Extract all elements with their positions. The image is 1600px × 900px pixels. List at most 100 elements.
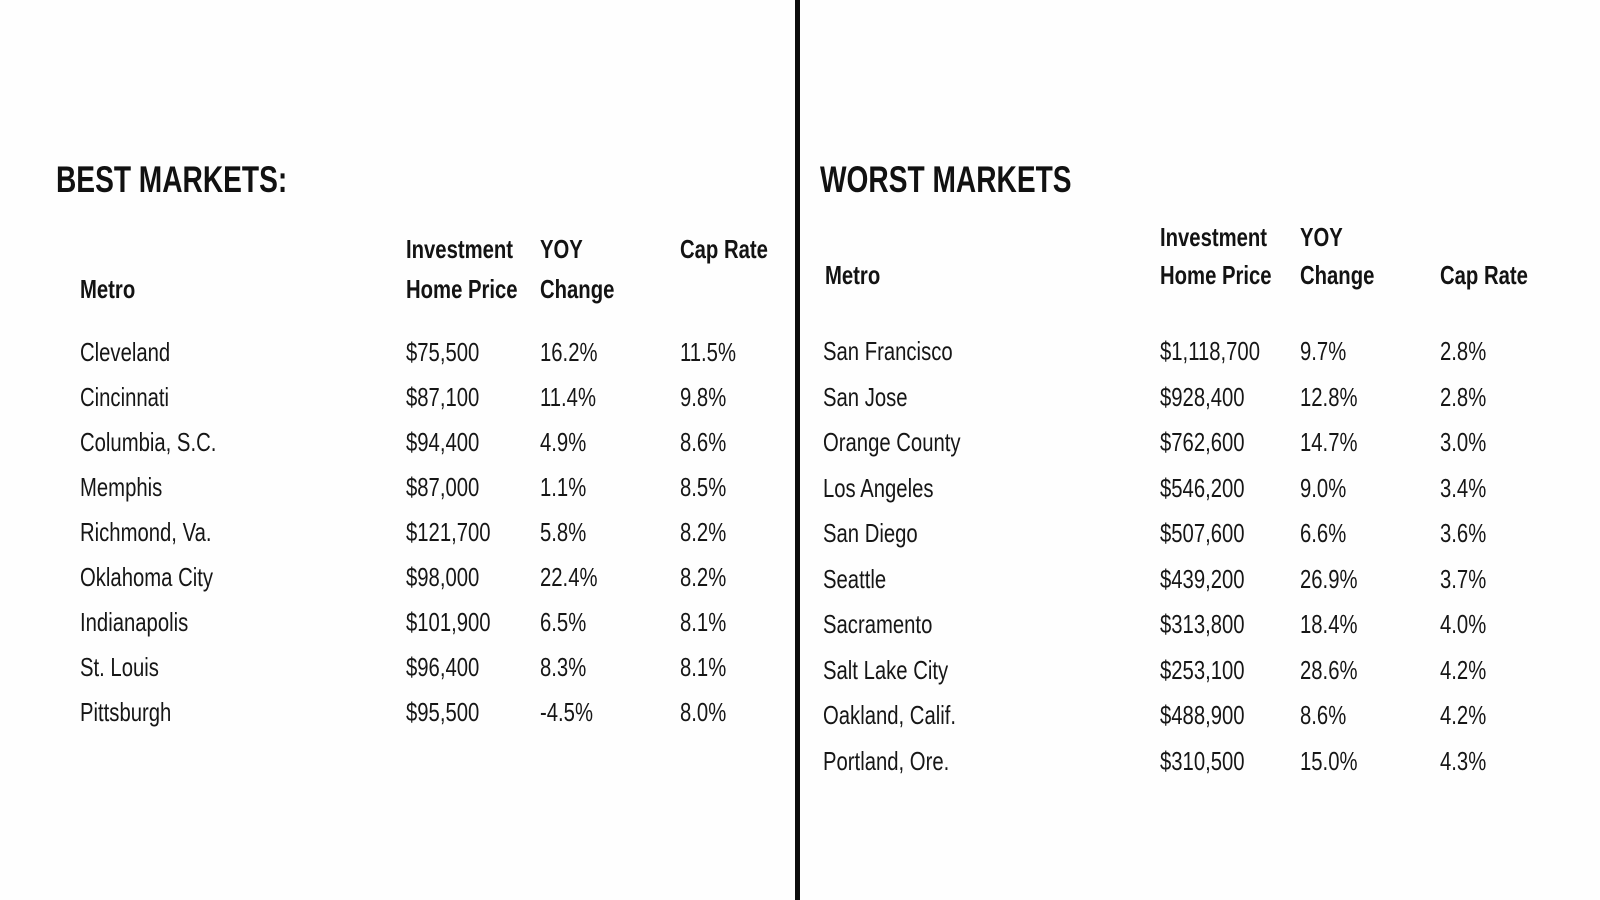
column-header-investment: Investment <box>406 234 514 264</box>
metro-cell: San Diego <box>823 518 918 548</box>
metro-cell: Seattle <box>823 563 887 594</box>
column-header-metro: Metro <box>825 260 881 290</box>
table-row: Los Angeles $546,200 9.0% 3.4% <box>0 466 1600 512</box>
price-cell: $94,400 <box>406 427 480 457</box>
cap-rate-cell: 3.4% <box>1440 472 1487 503</box>
yoy-cell: 14.7% <box>1300 427 1358 457</box>
table-row: San Francisco $1,118,700 9.7% 2.8% <box>0 329 1600 375</box>
cap-rate-cell: 2.8% <box>1440 336 1487 366</box>
best-markets-title: BEST MARKETS: <box>56 158 288 200</box>
yoy-cell: 11.4% <box>540 382 597 412</box>
price-cell: $1,118,700 <box>1160 336 1260 366</box>
yoy-cell: 26.9% <box>1300 563 1358 594</box>
table-row: Salt Lake City $253,100 28.6% 4.2% <box>0 648 1600 694</box>
metro-cell: Cleveland <box>80 337 171 367</box>
table-row: Orange County $762,600 14.7% 3.0% <box>0 420 1600 466</box>
cap-rate-cell: 3.6% <box>1440 518 1487 548</box>
panel-divider <box>795 0 800 900</box>
price-cell: $98,000 <box>406 562 480 592</box>
cap-rate-cell: 8.0% <box>680 697 727 727</box>
yoy-cell: 8.3% <box>540 652 587 682</box>
yoy-cell: 22.4% <box>540 562 598 592</box>
price-cell: $87,000 <box>406 472 480 502</box>
price-cell: $75,500 <box>406 337 480 367</box>
table-row: Richmond, Va. $121,700 5.8% 8.2% <box>0 510 1600 555</box>
column-header-yoy: YOY <box>1300 222 1343 252</box>
price-cell: $96,400 <box>406 652 480 682</box>
table-row: Oklahoma City $98,000 22.4% 8.2% <box>0 555 1600 600</box>
table-row: Cincinnati $87,100 11.4% 9.8% <box>0 375 1600 420</box>
column-header-change: Change <box>1300 260 1375 290</box>
best-markets-rows: Cleveland $75,500 16.2% 11.5% Cincinnati $87,… <box>0 330 1600 735</box>
table-row: St. Louis $96,400 8.3% 8.1% <box>0 645 1600 690</box>
column-header-cap-rate: Cap Rate <box>1440 260 1528 290</box>
cap-rate-cell: 8.5% <box>680 472 727 502</box>
metro-cell: Richmond, Va. <box>80 517 212 547</box>
column-header-investment: Investment <box>1160 222 1268 252</box>
yoy-cell: -4.5% <box>540 697 593 727</box>
price-cell: $313,800 <box>1160 609 1245 639</box>
table-row: Pittsburgh $95,500 -4.5% 8.0% <box>0 690 1600 735</box>
yoy-cell: 28.6% <box>1300 654 1358 685</box>
yoy-cell: 9.7% <box>1300 336 1347 366</box>
price-cell: $121,700 <box>406 517 491 547</box>
price-cell: $928,400 <box>1160 381 1245 412</box>
price-cell: $253,100 <box>1160 654 1245 685</box>
metro-cell: St. Louis <box>80 652 159 682</box>
price-cell: $546,200 <box>1160 472 1245 503</box>
price-cell: $507,600 <box>1160 518 1245 548</box>
cap-rate-cell: 9.8% <box>680 382 727 412</box>
yoy-cell: 16.2% <box>540 337 598 367</box>
column-header-cap-rate: Cap Rate <box>680 234 768 264</box>
column-header-yoy: YOY <box>540 234 583 264</box>
metro-cell: Los Angeles <box>823 472 934 503</box>
column-header-change: Change <box>540 274 615 304</box>
cap-rate-cell: 11.5% <box>680 337 737 367</box>
yoy-cell: 12.8% <box>1300 381 1358 412</box>
metro-cell: San Francisco <box>823 336 953 366</box>
price-cell: $762,600 <box>1160 427 1245 457</box>
yoy-cell: 6.5% <box>540 607 587 637</box>
yoy-cell: 6.6% <box>1300 518 1347 548</box>
table-row: San Diego $507,600 6.6% 3.6% <box>0 511 1600 557</box>
cap-rate-cell: 8.2% <box>680 562 727 592</box>
cap-rate-cell: 8.1% <box>680 652 727 682</box>
yoy-cell: 1.1% <box>540 472 587 502</box>
metro-cell: Sacramento <box>823 609 933 639</box>
metro-cell: Columbia, S.C. <box>80 427 217 457</box>
cap-rate-cell: 3.7% <box>1440 563 1487 594</box>
table-row: Columbia, S.C. $94,400 4.9% 8.6% <box>0 420 1600 465</box>
metro-cell: Memphis <box>80 472 163 502</box>
metro-cell: Salt Lake City <box>823 654 949 685</box>
metro-cell: Oklahoma City <box>80 562 213 592</box>
metro-cell: San Jose <box>823 381 908 412</box>
cap-rate-cell: 8.6% <box>680 427 727 457</box>
yoy-cell: 9.0% <box>1300 472 1347 503</box>
cap-rate-cell: 8.2% <box>680 517 727 547</box>
metro-cell: Cincinnati <box>80 382 170 412</box>
yoy-cell: 4.9% <box>540 427 587 457</box>
worst-markets-title: WORST MARKETS <box>820 158 1072 200</box>
column-header-home-price: Home Price <box>406 274 518 304</box>
table-row: Sacramento $313,800 18.4% 4.0% <box>0 602 1600 648</box>
column-header-metro: Metro <box>80 274 136 304</box>
table-row: Seattle $439,200 26.9% 3.7% <box>0 557 1600 603</box>
price-cell: $439,200 <box>1160 563 1245 594</box>
metro-cell: Pittsburgh <box>80 697 172 727</box>
cap-rate-cell: 4.0% <box>1440 609 1487 639</box>
yoy-cell: 5.8% <box>540 517 587 547</box>
table-row: Indianapolis $101,900 6.5% 8.1% <box>0 600 1600 645</box>
price-cell: $488,900 <box>1160 700 1245 730</box>
yoy-cell: 8.6% <box>1300 700 1347 730</box>
cap-rate-cell: 3.0% <box>1440 427 1487 457</box>
table-row: Cleveland $75,500 16.2% 11.5% <box>0 330 1600 375</box>
table-row: Oakland, Calif. $488,900 8.6% 4.2% <box>0 693 1600 739</box>
table-row: Portland, Ore. $310,500 15.0% 4.3% <box>0 739 1600 785</box>
yoy-cell: 18.4% <box>1300 609 1358 639</box>
cap-rate-cell: 4.2% <box>1440 700 1487 730</box>
metro-cell: Portland, Ore. <box>823 745 950 776</box>
price-cell: $310,500 <box>1160 745 1245 776</box>
price-cell: $101,900 <box>406 607 491 637</box>
worst-markets-rows: San Francisco $1,118,700 9.7% 2.8% San Jose $… <box>0 329 1600 784</box>
